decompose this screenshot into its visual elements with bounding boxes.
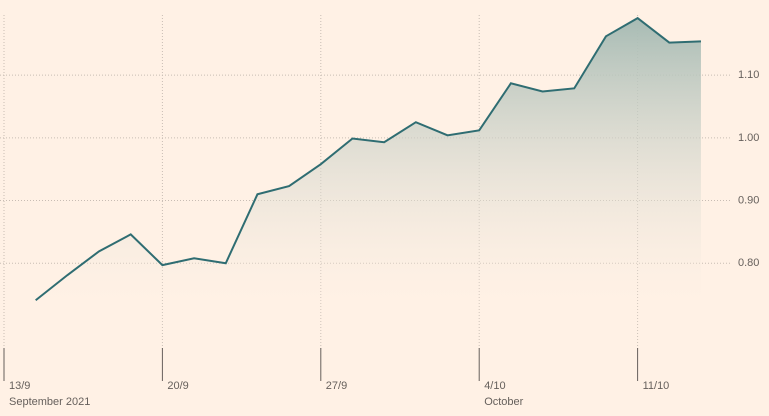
x-tick-label: 20/9 [167, 380, 188, 392]
x-tick-label: 27/9 [326, 380, 347, 392]
line [35, 16, 701, 302]
y-tick-label: 0.80 [738, 257, 759, 269]
x-tick-label: 13/9 [9, 380, 30, 392]
x-tick-label: 11/10 [643, 380, 670, 392]
area [35, 18, 701, 351]
x-tick-label: 4/10 [484, 380, 505, 392]
x-period-label: September 2021 [9, 396, 90, 408]
y-tick-label: 1.00 [738, 132, 759, 144]
y-tick-label: 0.90 [738, 194, 759, 206]
y-tick-label: 1.10 [738, 69, 759, 81]
x-period-label: October [484, 396, 523, 408]
